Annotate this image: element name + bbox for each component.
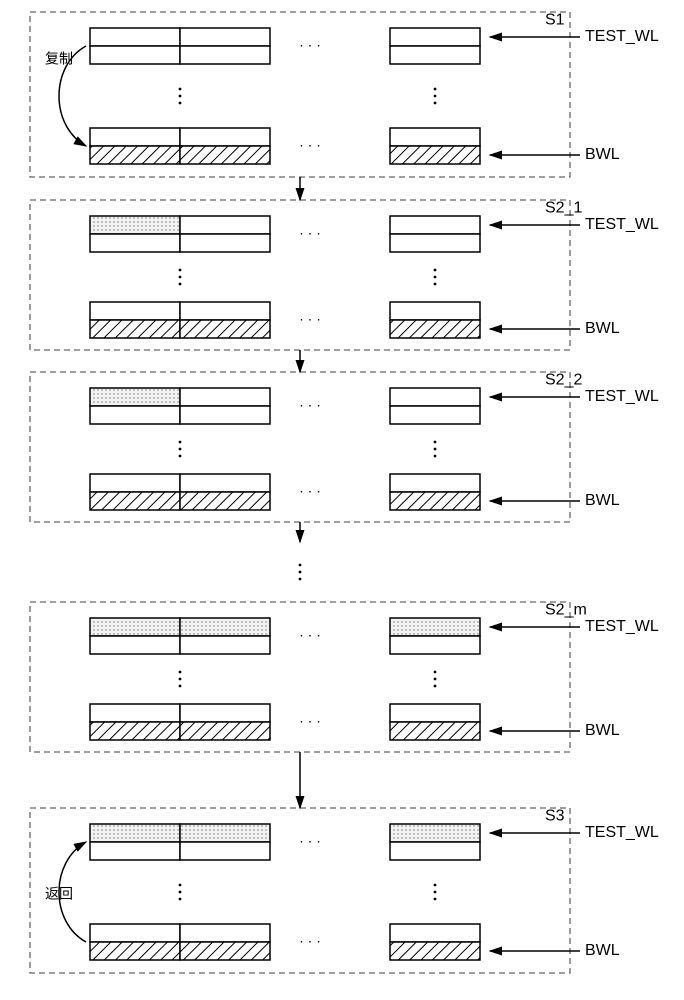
svg-text:· · ·: · · · bbox=[299, 137, 321, 153]
svg-text:BWL: BWL bbox=[585, 722, 620, 739]
svg-text:复制: 复制 bbox=[45, 51, 73, 67]
svg-text:S2_2: S2_2 bbox=[545, 371, 582, 388]
svg-text:TEST_WL: TEST_WL bbox=[585, 618, 659, 635]
svg-text:· · ·: · · · bbox=[299, 483, 321, 499]
svg-text:· · ·: · · · bbox=[299, 833, 321, 849]
svg-text:BWL: BWL bbox=[585, 320, 620, 337]
svg-text:· · ·: · · · bbox=[299, 933, 321, 949]
box-S2_m: S2_m · · · TEST_WL · · · BWL bbox=[30, 601, 659, 752]
svg-text:· · ·: · · · bbox=[299, 627, 321, 643]
box-S1: S1 · · · TEST_WL · · · BWL 复制 bbox=[30, 11, 659, 177]
svg-text:· · ·: · · · bbox=[299, 311, 321, 327]
svg-text:TEST_WL: TEST_WL bbox=[585, 28, 659, 45]
svg-text:BWL: BWL bbox=[585, 942, 620, 959]
svg-text:S2_m: S2_m bbox=[545, 601, 587, 618]
svg-text:· · ·: · · · bbox=[299, 713, 321, 729]
svg-text:BWL: BWL bbox=[585, 492, 620, 509]
svg-text:S1: S1 bbox=[545, 11, 565, 28]
svg-text:S2_1: S2_1 bbox=[545, 199, 582, 216]
box-S2_2: S2_2 · · · TEST_WL · · · BWL bbox=[30, 371, 659, 522]
svg-text:TEST_WL: TEST_WL bbox=[585, 216, 659, 233]
svg-text:· · ·: · · · bbox=[299, 225, 321, 241]
svg-text:返回: 返回 bbox=[45, 886, 73, 902]
box-S3: S3 · · · TEST_WL · · · BWL 返回 bbox=[30, 807, 659, 973]
svg-text:BWL: BWL bbox=[585, 146, 620, 163]
svg-text:· · ·: · · · bbox=[299, 397, 321, 413]
svg-text:· · ·: · · · bbox=[299, 37, 321, 53]
svg-text:TEST_WL: TEST_WL bbox=[585, 824, 659, 841]
box-S2_1: S2_1 · · · TEST_WL · · · BWL bbox=[30, 199, 659, 350]
svg-text:S3: S3 bbox=[545, 807, 565, 824]
svg-text:TEST_WL: TEST_WL bbox=[585, 388, 659, 405]
